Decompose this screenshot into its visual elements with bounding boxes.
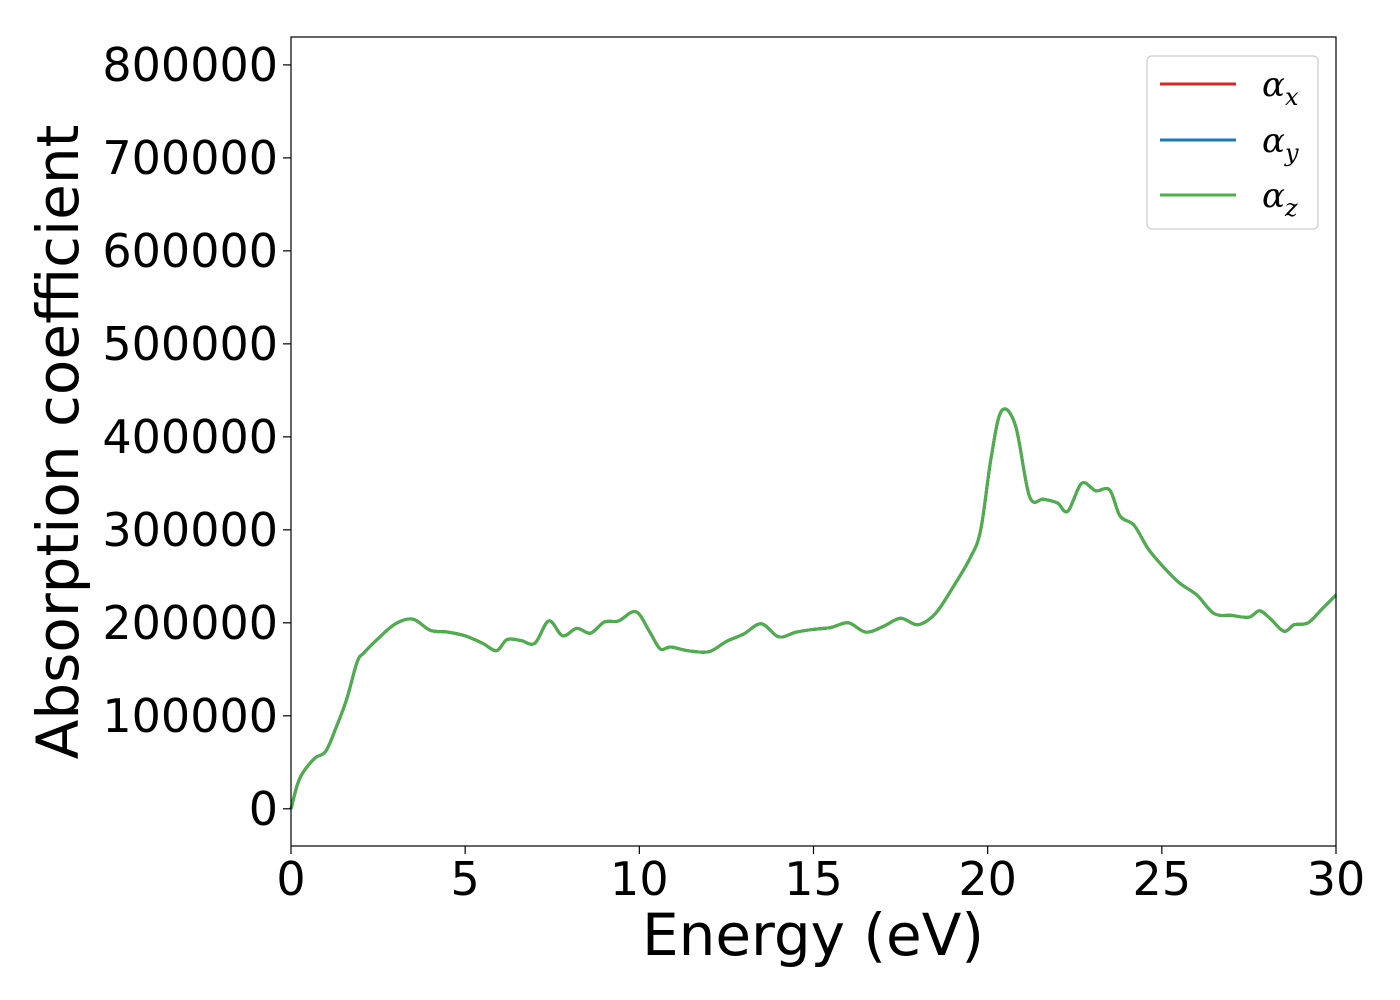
x-axis-label: Energy (eV) [642,901,984,969]
y-tick-label: 500000 [102,317,278,371]
y-tick-label: 700000 [102,131,278,185]
x-tick-label: 10 [610,852,669,906]
series-line-alpha-z [289,407,1338,810]
y-tick-label: 0 [249,782,278,836]
x-tick-label: 5 [451,852,480,906]
y-tick-label: 800000 [102,38,278,92]
y-tick-label: 400000 [102,410,278,464]
y-tick-label: 100000 [102,689,278,743]
legend-frame [1146,55,1319,230]
x-axis-ticks: 0 5 10 15 20 25 30 [276,846,1365,906]
legend-label-alpha-z: αz [1262,176,1298,222]
y-tick-label: 200000 [102,596,278,650]
x-tick-label: 25 [1133,852,1192,906]
y-axis-ticks: 0 100000 200000 300000 400000 500000 600000 700… [102,38,291,836]
x-tick-label: 20 [958,852,1017,906]
x-tick-label: 30 [1307,852,1366,906]
y-tick-label: 300000 [102,503,278,557]
x-tick-label: 15 [784,852,843,906]
legend-label-alpha-y: αy [1262,121,1299,167]
y-axis-label: Absorption coefficient [24,125,92,760]
x-tick-label: 0 [276,852,305,906]
y-tick-label: 600000 [102,224,278,278]
legend: αx αy αz [1146,55,1319,230]
series-layer [289,407,1338,810]
legend-label-alpha-x: αx [1262,65,1299,111]
